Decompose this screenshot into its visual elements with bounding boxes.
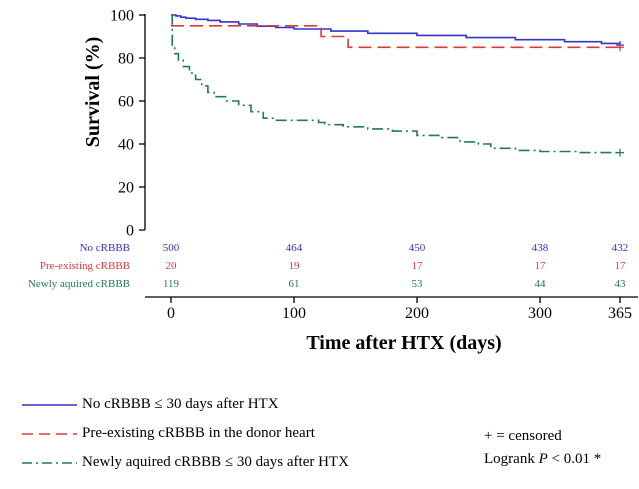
x-axis-label: Time after HTX (days) [306, 332, 501, 354]
at-risk-count: 17 [615, 260, 627, 272]
legend: No cRBBB ≤ 30 days after HTX Pre-existin… [22, 390, 349, 477]
legend-item-no-crbbb: No cRBBB ≤ 30 days after HTX [22, 390, 349, 419]
censor-mark [616, 148, 624, 157]
at-risk-table: No cRBBB 500 464 450 438 432 Pre-existing cRBB… [28, 242, 628, 290]
legend-swatch-dashdot [22, 461, 77, 464]
legend-swatch-solid [22, 403, 77, 406]
censor-mark [616, 43, 624, 52]
at-risk-row-label: Newly aquired cRBBB [28, 278, 130, 290]
legend-item-pre-existing: Pre-existing cRBBB in the donor heart [22, 419, 349, 448]
at-risk-count: 432 [612, 242, 629, 254]
y-axis-label: Survival (%) [82, 37, 104, 148]
notes: + = censored Logrank P < 0.01 * [484, 425, 601, 471]
at-risk-count: 450 [409, 242, 426, 254]
at-risk-row-label: Pre-existing cRBBB [40, 260, 130, 272]
at-risk-count: 53 [412, 278, 424, 290]
legend-item-newly-aquired: Newly aquired cRBBB ≤ 30 days after HTX [22, 448, 349, 477]
y-tick-label: 80 [118, 51, 134, 68]
logrank-suffix: < 0.01 * [547, 451, 602, 467]
legend-label: Pre-existing cRBBB in the donor heart [82, 425, 315, 441]
legend-label: No cRBBB ≤ 30 days after HTX [82, 396, 279, 412]
series-line-2 [171, 14, 620, 154]
at-risk-count: 61 [289, 278, 300, 290]
at-risk-count: 44 [535, 278, 547, 290]
at-risk-count: 464 [286, 242, 303, 254]
legend-swatch-dashed [22, 432, 77, 435]
y-tick-label: 0 [126, 223, 134, 240]
at-risk-count: 17 [412, 260, 424, 272]
x-tick-label: 365 [608, 305, 632, 322]
at-risk-count: 20 [166, 260, 178, 272]
at-risk-count: 438 [532, 242, 549, 254]
x-tick-label: 200 [405, 305, 429, 322]
at-risk-count: 119 [163, 278, 180, 290]
logrank-note: Logrank P < 0.01 * [484, 448, 601, 471]
legend-label: Newly aquired cRBBB ≤ 30 days after HTX [82, 454, 349, 470]
series-line-0 [171, 14, 621, 45]
at-risk-row-label: No cRBBB [80, 242, 130, 254]
axes: 0 20 40 60 80 100 0 100 200 300 365 [110, 8, 638, 322]
y-tick-label: 60 [118, 94, 134, 111]
x-tick-label: 300 [528, 305, 552, 322]
x-tick-label: 100 [282, 305, 306, 322]
x-tick-label: 0 [167, 305, 175, 322]
at-risk-count: 17 [535, 260, 547, 272]
y-tick-label: 100 [110, 8, 134, 25]
at-risk-count: 500 [163, 242, 180, 254]
y-tick-label: 40 [118, 137, 134, 154]
at-risk-count: 19 [289, 260, 301, 272]
at-risk-count: 43 [615, 278, 627, 290]
y-tick-label: 20 [118, 180, 134, 197]
censored-note: + = censored [484, 428, 562, 444]
series-layer [171, 14, 624, 157]
logrank-prefix: Logrank [484, 451, 539, 467]
series-line-1 [171, 25, 620, 49]
logrank-p: P [538, 451, 548, 467]
